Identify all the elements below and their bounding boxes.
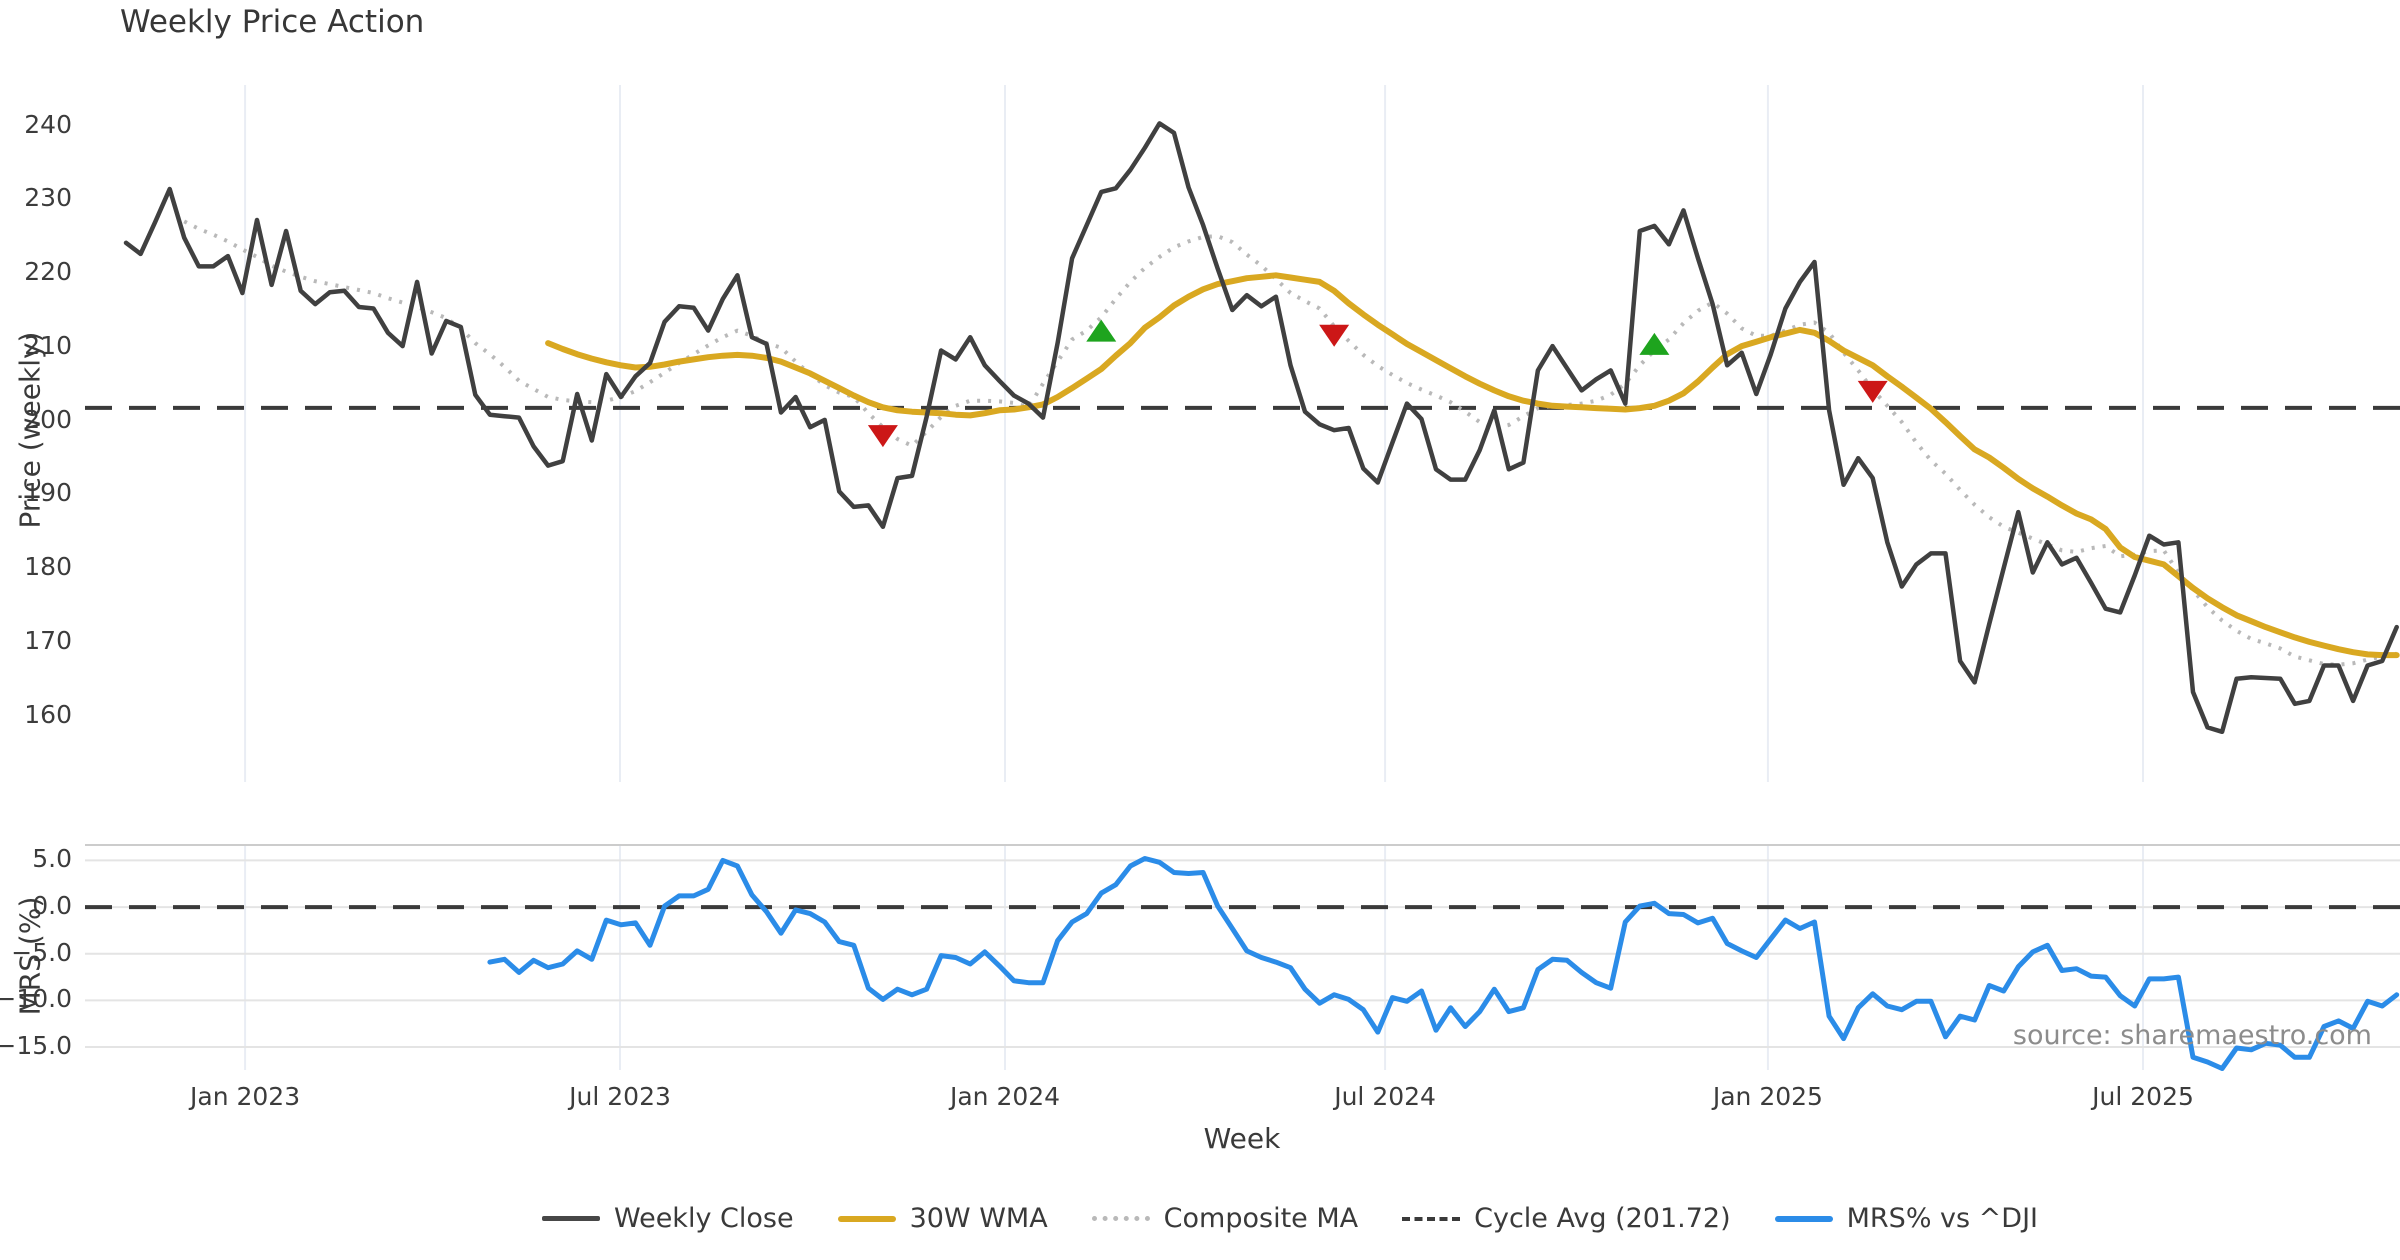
xtick-jul-2023: Jul 2023 [569,1082,671,1111]
legend-item-composite-ma: Composite MA [1091,1203,1359,1234]
price-ytick-240: 240 [24,109,72,139]
price-ytick-200: 200 [24,404,72,434]
price-ytick-170: 170 [24,625,72,655]
xtick-jan-2024: Jan 2024 [949,1082,1061,1111]
sell-signal-marker [1857,380,1888,403]
legend-label: Weekly Close [613,1203,794,1234]
buy-signal-marker [1086,319,1117,342]
price-ytick-220: 220 [24,257,72,287]
sell-signal-marker [1319,324,1350,347]
legend-item-mrs: MRS% vs ^DJI [1774,1203,2039,1234]
legend-item-cycle-avg: Cycle Avg (201.72) [1402,1203,1731,1234]
price-ytick-210: 210 [24,330,72,360]
legend: Weekly Close 30W WMA Composite MA Cycle … [180,1203,2400,1234]
price-ytick-190: 190 [24,478,72,508]
xtick-jan-2023: Jan 2023 [190,1082,301,1111]
xtick-jan-2025: Jan 2025 [1712,1082,1823,1111]
cycle-avg-line-swatch [1402,1216,1461,1221]
mrs-ytick--15: −15.0 [0,1031,72,1061]
mrs-line-swatch [1774,1215,1833,1222]
mrs-ytick-0: 0.0 [32,891,72,921]
price-ytick-230: 230 [24,183,72,213]
mrs-ytick-5: 5.0 [32,844,72,874]
legend-item-30w-wma: 30W WMA [837,1203,1048,1234]
legend-label: Cycle Avg (201.72) [1474,1203,1731,1234]
price-ytick-160: 160 [24,699,72,729]
legend-label: 30W WMA [909,1203,1048,1234]
mrs-axis-label: MRS (%) [13,896,47,1016]
source-watermark: source: sharemaestro.com [2012,1020,2372,1051]
weekly-close-line-swatch [541,1216,600,1221]
buy-signal-marker [1639,332,1670,355]
composite-ma-line-swatch [1091,1216,1150,1221]
price-axis-label: Price (weekly) [13,331,47,529]
price-ytick-180: 180 [24,552,72,582]
legend-label: Composite MA [1163,1203,1359,1234]
xtick-jul-2025: Jul 2025 [2092,1082,2194,1111]
mrs-y-axis-ticks: 5.0 0.0 −5.0 −10.0 −15.0 [0,0,72,1260]
x-axis-label: Week [1203,1122,1281,1155]
mrs-ytick--10: −10.0 [0,984,72,1014]
legend-item-weekly-close: Weekly Close [541,1203,794,1234]
price-y-axis-ticks: 240 230 220 210 200 190 180 170 160 [0,0,72,1260]
sell-signal-marker [867,425,898,448]
x-axis-ticks: Jan 2023 Jul 2023 Jan 2024 Jul 2024 Jan 2025… [0,1082,2400,1122]
wma-line-swatch [837,1215,896,1222]
chart-title: Weekly Price Action [120,4,425,40]
xtick-jul-2024: Jul 2024 [1334,1082,1436,1111]
mrs-ytick--5: −5.0 [11,937,72,967]
legend-label: MRS% vs ^DJI [1846,1203,2039,1234]
